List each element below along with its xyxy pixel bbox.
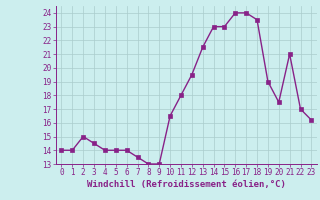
X-axis label: Windchill (Refroidissement éolien,°C): Windchill (Refroidissement éolien,°C) [87, 180, 286, 189]
